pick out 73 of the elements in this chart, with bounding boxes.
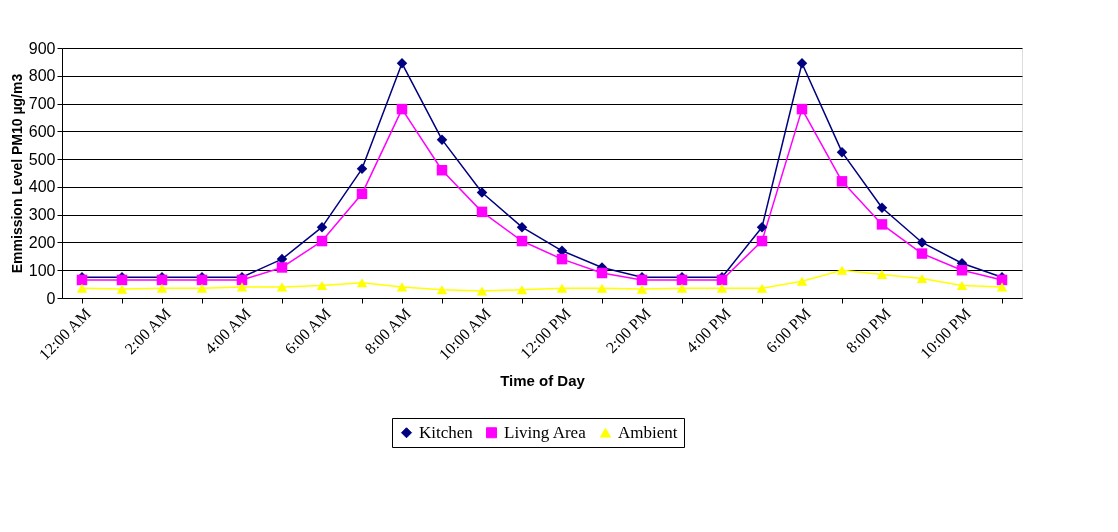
y-tick-label: 300 [28,206,56,224]
point [476,187,488,198]
x-tick-label: 4:00 AM [201,304,254,358]
point [876,202,888,213]
legend-label: Kitchen [419,422,474,442]
point [356,163,368,175]
point [436,285,448,295]
point [836,265,848,275]
legend-label: Ambient [618,422,678,442]
x-tick-label: 4:00 PM [682,304,734,357]
point [716,283,728,293]
point [956,264,968,276]
point [396,58,408,69]
point [396,103,408,115]
y-tick-label: 800 [28,67,56,85]
point [396,282,408,292]
point [836,176,848,187]
point [916,274,928,284]
point [916,248,928,259]
point [156,283,168,293]
point [356,278,368,288]
point [316,235,328,247]
point [316,280,328,291]
point [276,282,288,292]
point [516,285,528,295]
y-tick-label: 600 [28,122,56,140]
point [796,103,808,115]
point [556,253,568,265]
y-tick-label: 200 [28,233,56,251]
point [276,262,288,273]
point [756,283,768,293]
point [876,219,888,230]
point [676,283,688,293]
point [116,284,128,294]
point [476,286,488,296]
x-tick-label: 6:00 PM [762,304,814,357]
x-tick-label: 2:00 AM [121,304,174,358]
x-axis-title: Time of Day [500,371,586,389]
legend-label: Living Area [504,422,587,442]
y-tick-label: 900 [28,39,56,57]
point [236,282,248,292]
point [436,164,448,176]
point [796,58,808,69]
y-tick-label: 400 [28,178,56,196]
point [516,221,528,233]
point [196,283,208,293]
y-tick-label: 700 [28,95,56,113]
point [316,221,328,233]
x-tick-label: 6:00 AM [281,304,334,358]
point [596,283,608,293]
y-tick-label: 500 [28,150,56,168]
point [756,221,768,233]
point [996,282,1008,292]
point [796,276,808,286]
x-tick-label: 8:00 PM [842,304,894,357]
point [596,267,608,279]
point [356,188,368,200]
point [956,280,968,291]
x-tick-label: 8:00 AM [361,304,414,358]
point [556,283,568,293]
point [916,237,928,248]
point [436,134,448,145]
point [756,235,768,247]
point [76,283,88,293]
point [476,206,488,218]
point [876,269,888,279]
y-axis-title: Emmission Level PM10 µg/m3 [8,73,25,274]
y-tick-label: 0 [46,289,56,307]
y-tick-label: 100 [28,261,56,279]
point [636,284,648,294]
x-tick-label: 2:00 PM [602,304,654,357]
point [516,235,528,247]
point [836,146,848,158]
